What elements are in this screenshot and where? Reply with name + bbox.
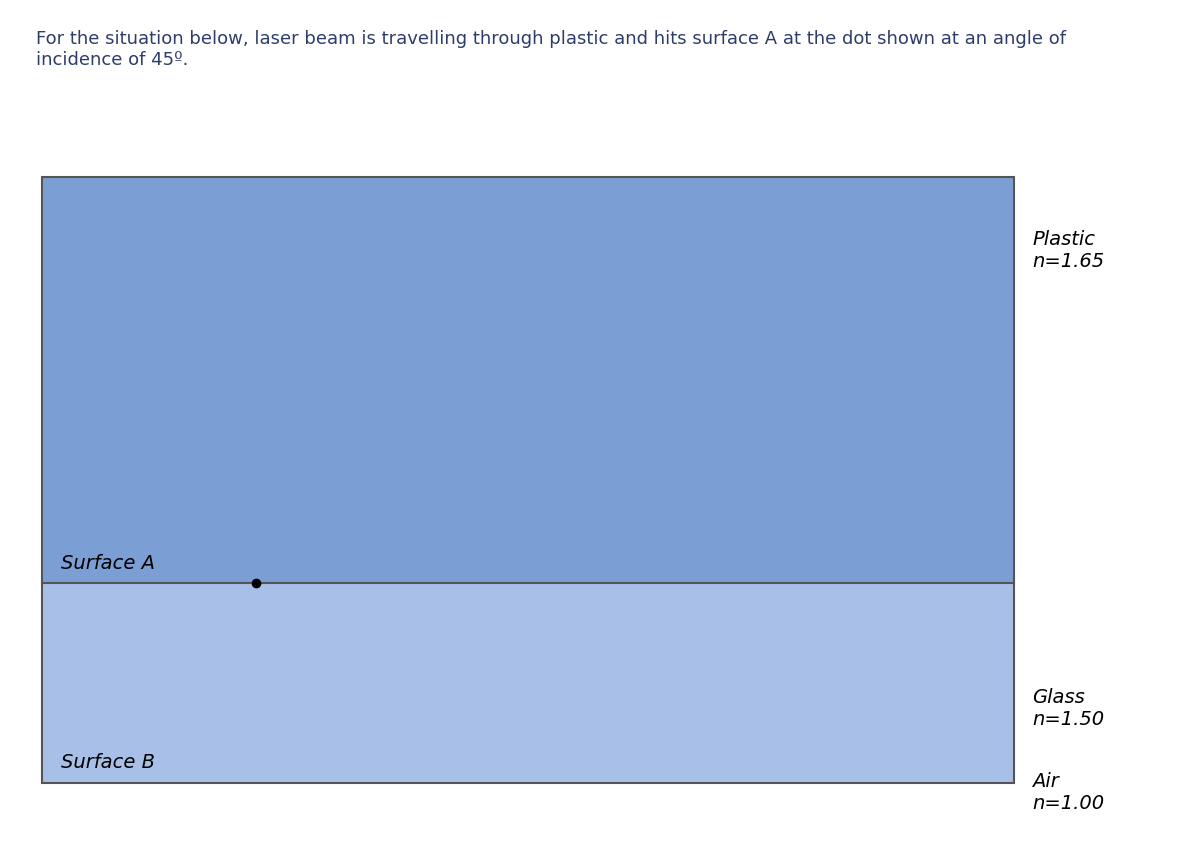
Text: Plastic
n=1.65: Plastic n=1.65 bbox=[1032, 230, 1104, 271]
Text: Surface A: Surface A bbox=[61, 554, 156, 573]
Text: Surface B: Surface B bbox=[61, 753, 156, 772]
Text: For the situation below, laser beam is travelling through plastic and hits surfa: For the situation below, laser beam is t… bbox=[36, 30, 1066, 69]
Bar bbox=[42, 583, 1014, 783]
Bar bbox=[42, 177, 1014, 783]
Text: Air
n=1.00: Air n=1.00 bbox=[1032, 772, 1104, 813]
Text: Glass
n=1.50: Glass n=1.50 bbox=[1032, 689, 1104, 729]
Bar bbox=[42, 177, 1014, 583]
